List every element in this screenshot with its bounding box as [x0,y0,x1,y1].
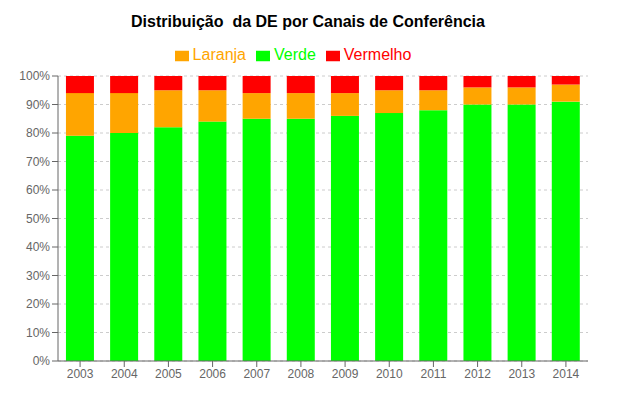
svg-text:2007: 2007 [243,367,270,381]
svg-text:40%: 40% [26,240,50,254]
svg-text:2003: 2003 [67,367,94,381]
svg-text:20%: 20% [26,297,50,311]
svg-text:2010: 2010 [376,367,403,381]
svg-text:100%: 100% [19,69,50,83]
svg-text:70%: 70% [26,155,50,169]
svg-text:2009: 2009 [332,367,359,381]
html-text:Verde: Verde [274,46,316,63]
html-text:Laranja: Laranja [192,46,246,63]
svg-text:2005: 2005 [155,367,182,381]
svg-text:2012: 2012 [464,367,491,381]
svg-text:2008: 2008 [288,367,315,381]
svg-text:0%: 0% [33,354,51,368]
svg-text:30%: 30% [26,269,50,283]
html-text:Vermelho: Vermelho [343,46,412,63]
svg-text:2004: 2004 [111,367,138,381]
svg-text:90%: 90% [26,98,50,112]
svg-text:2006: 2006 [199,367,226,381]
svg-text:2011: 2011 [421,367,447,381]
svg-text:50%: 50% [26,212,50,226]
svg-text:10%: 10% [26,326,50,340]
svg-text:2013: 2013 [508,367,535,381]
svg-text:2014: 2014 [553,367,580,381]
svg-text:60%: 60% [26,183,50,197]
svg-text:80%: 80% [26,126,50,140]
html-text:Distribuição da DE por Canais: Distribuição da DE por Canais de Conferê… [131,13,485,30]
